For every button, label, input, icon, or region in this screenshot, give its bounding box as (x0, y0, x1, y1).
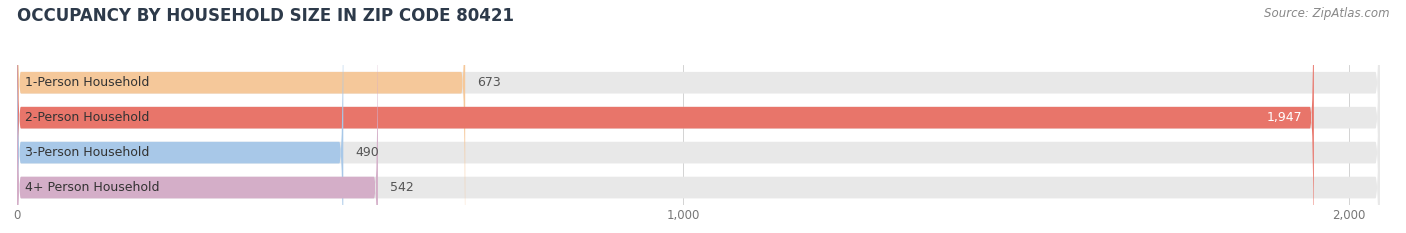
Text: Source: ZipAtlas.com: Source: ZipAtlas.com (1264, 7, 1389, 20)
FancyBboxPatch shape (17, 0, 343, 233)
FancyBboxPatch shape (17, 0, 1379, 233)
Text: 1-Person Household: 1-Person Household (25, 76, 149, 89)
Text: 2-Person Household: 2-Person Household (25, 111, 149, 124)
FancyBboxPatch shape (17, 0, 1379, 233)
FancyBboxPatch shape (17, 0, 378, 233)
Text: 673: 673 (477, 76, 501, 89)
Text: 4+ Person Household: 4+ Person Household (25, 181, 159, 194)
Text: OCCUPANCY BY HOUSEHOLD SIZE IN ZIP CODE 80421: OCCUPANCY BY HOUSEHOLD SIZE IN ZIP CODE … (17, 7, 513, 25)
Text: 1,947: 1,947 (1267, 111, 1302, 124)
Text: 490: 490 (356, 146, 380, 159)
FancyBboxPatch shape (17, 0, 465, 233)
FancyBboxPatch shape (17, 0, 1313, 233)
Text: 3-Person Household: 3-Person Household (25, 146, 149, 159)
FancyBboxPatch shape (17, 0, 1379, 233)
Text: 542: 542 (389, 181, 413, 194)
FancyBboxPatch shape (17, 0, 1379, 233)
